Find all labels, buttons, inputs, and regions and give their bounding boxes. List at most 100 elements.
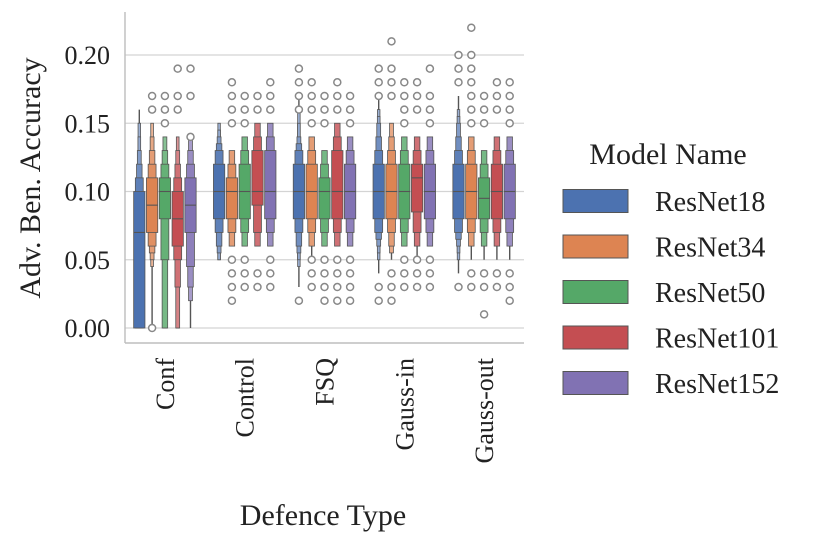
- box-level: [251, 150, 264, 206]
- outlier-point: [227, 119, 237, 128]
- outlier-point: [227, 91, 237, 101]
- outlier-point: [240, 255, 249, 264]
- outlier-point: [307, 269, 316, 278]
- box-level: [331, 150, 344, 220]
- legend-swatch: [562, 371, 629, 395]
- outlier-point: [412, 255, 422, 264]
- legend-label: ResNet18: [655, 187, 765, 218]
- boxen-ResNet34-Gauss-out: [465, 136, 478, 260]
- boxen-ResNet50-Control: [238, 136, 251, 247]
- box-level: [158, 177, 171, 220]
- legend-item-ResNet152: ResNet152: [562, 369, 779, 400]
- boxen-ResNet34-FSQ: [305, 136, 318, 260]
- outlier-point: [253, 282, 262, 292]
- legend-swatch: [562, 280, 629, 304]
- legend-item-ResNet34: ResNet34: [562, 233, 765, 264]
- outlier-point: [320, 269, 329, 278]
- outlier-point: [425, 269, 435, 278]
- legend-swatch: [562, 234, 629, 259]
- outlier-point: [240, 282, 249, 292]
- outlier-point: [467, 50, 476, 60]
- outlier-point: [253, 269, 262, 278]
- outlier-point: [505, 296, 514, 305]
- outlier-point: [425, 255, 435, 264]
- outlier-point: [412, 78, 422, 87]
- outlier-point: [425, 91, 435, 101]
- x-tick-label: FSQ: [311, 358, 340, 406]
- outlier-point: [266, 255, 275, 264]
- outlier-point: [374, 78, 383, 87]
- boxen-ResNet152-Control: [264, 122, 277, 247]
- x-tick-labels: Conf Control FSQ Gauss-in Gauss-out: [151, 357, 499, 463]
- outlier-point: [307, 282, 316, 292]
- legend-items: ResNet18 ResNet34 ResNet50 ResNet101 ResNet1…: [562, 187, 779, 400]
- outlier-point: [320, 255, 329, 264]
- outlier-point: [387, 78, 396, 87]
- outlier-point: [227, 269, 237, 278]
- outlier-point: [227, 255, 237, 264]
- box-level: [133, 191, 146, 329]
- outlier-point: [186, 64, 195, 73]
- outlier-point: [387, 269, 396, 278]
- outlier-point: [320, 282, 329, 292]
- outlier-point: [345, 269, 355, 278]
- outlier-point: [425, 64, 435, 73]
- x-axis-label: Defence Type: [240, 499, 406, 532]
- outlier-point: [345, 91, 355, 101]
- boxen-ResNet152-Conf: [184, 136, 197, 328]
- outlier-point: [333, 78, 342, 87]
- legend-item-ResNet18: ResNet18: [562, 187, 765, 218]
- y-tick-label: 0.00: [65, 314, 111, 343]
- boxen-ResNet101-Gauss-in: [411, 136, 424, 260]
- axes-spines: [124, 12, 524, 344]
- outlier-point: [387, 296, 396, 305]
- box-level: [318, 177, 331, 220]
- outlier-point: [345, 105, 355, 114]
- outlier-point: [505, 91, 514, 101]
- outlier-point: [400, 78, 409, 87]
- y-axis-label: Adv. Ben. Accuracy: [14, 57, 47, 298]
- outlier-point: [240, 119, 249, 128]
- outlier-point: [492, 78, 502, 87]
- outlier-point: [186, 132, 195, 142]
- outlier-point: [492, 91, 502, 101]
- outlier-point: [147, 91, 157, 101]
- outlier-point: [467, 269, 476, 278]
- outlier-point: [160, 91, 170, 101]
- outlier-point: [266, 269, 275, 278]
- x-tick-label: Control: [231, 358, 260, 437]
- boxen-ResNet152-Gauss-in: [423, 136, 436, 247]
- legend-swatch: [562, 325, 629, 350]
- outlier-point: [425, 119, 435, 128]
- legend-item-ResNet101: ResNet101: [562, 324, 779, 355]
- outlier-point: [479, 282, 489, 292]
- y-tick-label: 0.20: [65, 41, 111, 70]
- y-tick-label: 0.15: [65, 109, 111, 138]
- boxen-ResNet50-Conf: [158, 136, 171, 329]
- boxen-ResNet34-Control: [225, 150, 238, 247]
- outlier-point: [307, 91, 316, 101]
- box-level: [264, 150, 277, 220]
- outlier-point: [454, 282, 463, 292]
- outlier-point: [345, 119, 355, 128]
- boxen-ResNet18-Control: [213, 122, 226, 261]
- x-tick-label: Gauss-out: [470, 357, 499, 463]
- boxen-ResNet152-Gauss-out: [503, 136, 516, 260]
- outlier-point: [333, 282, 342, 292]
- boxen-ResNet18-FSQ: [292, 95, 305, 288]
- outlier-point: [253, 105, 262, 114]
- outlier-point: [400, 119, 409, 128]
- outlier-point: [425, 282, 435, 292]
- outlier-point: [492, 282, 502, 292]
- outlier-point: [374, 296, 383, 305]
- outlier-point: [320, 296, 329, 305]
- legend-label: ResNet101: [655, 324, 779, 355]
- outlier-point: [467, 64, 476, 73]
- outlier-point: [454, 50, 463, 60]
- outlier-point: [294, 91, 304, 101]
- outlier-point: [320, 119, 329, 128]
- outlier-point: [294, 296, 304, 305]
- outlier-point: [505, 78, 514, 87]
- outlier-point: [387, 64, 396, 73]
- outlier-point: [240, 269, 249, 278]
